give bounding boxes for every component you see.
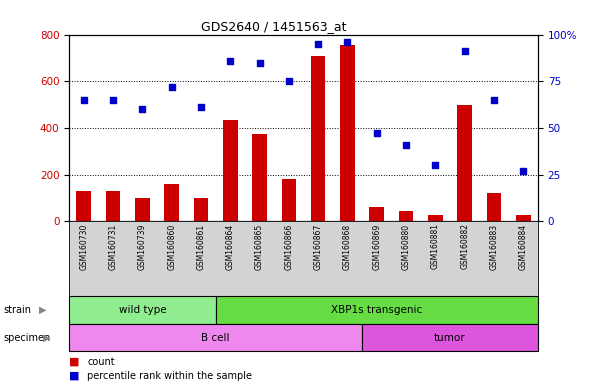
Point (138, 106, 147, 112)
Text: ▶: ▶ (43, 333, 50, 343)
Point (255, 60, 264, 66)
Point (489, 97, 499, 103)
Point (460, 48, 469, 55)
Point (343, 39, 352, 45)
Point (196, 104, 206, 111)
Bar (223, 120, 237, 221)
Bar (311, 56, 326, 221)
Text: GSM160883: GSM160883 (489, 223, 498, 270)
Point (430, 162, 440, 168)
Text: GSM160866: GSM160866 (284, 223, 293, 270)
Text: ▶: ▶ (39, 305, 46, 315)
Text: specimen: specimen (3, 333, 50, 343)
Bar (194, 198, 209, 221)
Text: GSM160867: GSM160867 (314, 223, 323, 270)
Point (79, 97, 88, 103)
Bar (281, 179, 296, 221)
Bar (216, 296, 538, 324)
Text: ■: ■ (69, 371, 79, 381)
Text: GSM160861: GSM160861 (197, 223, 206, 270)
Text: ■: ■ (69, 357, 79, 367)
Point (519, 168, 528, 174)
Text: XBP1s transgenic: XBP1s transgenic (331, 305, 423, 315)
Text: GSM160865: GSM160865 (255, 223, 264, 270)
Text: GSM160739: GSM160739 (138, 223, 147, 270)
Text: GSM160864: GSM160864 (226, 223, 235, 270)
Text: GSM160880: GSM160880 (401, 223, 410, 270)
Bar (398, 211, 413, 221)
Text: GSM160860: GSM160860 (167, 223, 176, 270)
Bar (106, 191, 120, 221)
Bar (164, 184, 179, 221)
Point (313, 41, 323, 47)
Text: count: count (87, 357, 115, 367)
Bar (487, 193, 501, 221)
Text: percentile rank within the sample: percentile rank within the sample (87, 371, 252, 381)
Point (284, 78, 294, 84)
Point (108, 97, 118, 103)
Bar (457, 104, 472, 221)
Text: strain: strain (3, 305, 31, 315)
Text: wild type: wild type (118, 305, 166, 315)
Bar (370, 207, 384, 221)
Bar (69, 324, 362, 351)
Bar (362, 324, 538, 351)
Text: GSM160868: GSM160868 (343, 223, 352, 270)
Text: GSM160882: GSM160882 (460, 223, 469, 270)
Bar (69, 296, 216, 324)
Bar (428, 215, 443, 221)
Text: B cell: B cell (201, 333, 230, 343)
Text: GSM160731: GSM160731 (109, 223, 118, 270)
Text: GSM160884: GSM160884 (519, 223, 528, 270)
Bar (516, 215, 531, 221)
Bar (252, 134, 267, 221)
Text: GDS2640 / 1451563_at: GDS2640 / 1451563_at (201, 20, 346, 33)
Text: GSM160869: GSM160869 (372, 223, 381, 270)
Text: GSM160730: GSM160730 (79, 223, 88, 270)
Text: GSM160881: GSM160881 (431, 223, 440, 270)
Bar (340, 45, 355, 221)
Point (372, 131, 382, 137)
Point (167, 84, 177, 90)
Point (401, 142, 411, 148)
Bar (76, 191, 91, 221)
Point (225, 58, 235, 64)
Text: tumor: tumor (434, 333, 466, 343)
Bar (135, 198, 150, 221)
